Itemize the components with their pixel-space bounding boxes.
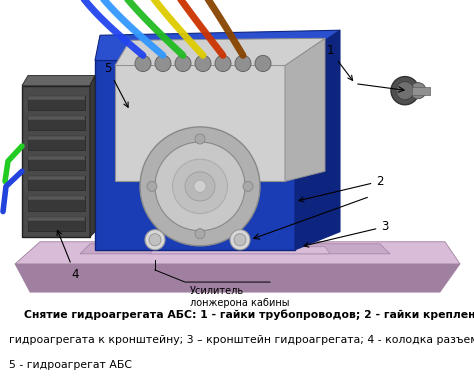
Text: 4: 4: [57, 231, 79, 280]
Polygon shape: [22, 75, 95, 86]
Polygon shape: [28, 216, 85, 231]
Text: гидроагрегата к кронштейну; 3 – кронштейн гидроагрегата; 4 - колодка разъема жгу: гидроагрегата к кронштейну; 3 – кронштей…: [9, 335, 474, 345]
Polygon shape: [28, 176, 85, 190]
Polygon shape: [28, 156, 85, 170]
Polygon shape: [90, 75, 95, 237]
Polygon shape: [115, 66, 285, 181]
Ellipse shape: [155, 142, 245, 231]
Circle shape: [255, 55, 271, 72]
Polygon shape: [28, 96, 85, 110]
Text: 2: 2: [299, 175, 384, 202]
Circle shape: [195, 134, 205, 144]
Circle shape: [243, 181, 253, 191]
Polygon shape: [15, 264, 460, 292]
Polygon shape: [28, 136, 85, 150]
Polygon shape: [95, 30, 340, 61]
Circle shape: [195, 229, 205, 239]
Polygon shape: [22, 86, 90, 237]
Circle shape: [145, 230, 165, 250]
Text: 5 - гидроагрегат АБС: 5 - гидроагрегат АБС: [9, 360, 132, 370]
Circle shape: [147, 181, 157, 191]
Circle shape: [235, 55, 251, 72]
Circle shape: [215, 55, 231, 72]
Polygon shape: [28, 197, 85, 200]
Polygon shape: [285, 38, 325, 181]
Ellipse shape: [185, 172, 215, 201]
Circle shape: [230, 230, 250, 250]
Polygon shape: [115, 38, 325, 66]
Ellipse shape: [173, 159, 228, 214]
Circle shape: [149, 234, 161, 246]
Ellipse shape: [140, 127, 260, 246]
Polygon shape: [28, 176, 85, 180]
Polygon shape: [28, 116, 85, 130]
Circle shape: [175, 55, 191, 72]
Polygon shape: [28, 197, 85, 211]
Polygon shape: [15, 242, 460, 264]
Polygon shape: [28, 216, 85, 221]
Polygon shape: [28, 96, 85, 100]
Text: 1: 1: [326, 44, 353, 80]
Text: Усилитель
лонжерона кабины: Усилитель лонжерона кабины: [190, 286, 290, 308]
Ellipse shape: [194, 180, 206, 192]
Text: 3: 3: [304, 220, 389, 247]
Circle shape: [391, 77, 419, 105]
Text: Снятие гидроагрегата АБС: 1 - гайки трубопроводов; 2 - гайки крепления: Снятие гидроагрегата АБС: 1 - гайки труб…: [9, 310, 474, 320]
Polygon shape: [150, 247, 330, 254]
Circle shape: [155, 55, 171, 72]
Polygon shape: [80, 244, 390, 254]
Polygon shape: [295, 30, 340, 250]
Polygon shape: [95, 61, 295, 250]
Circle shape: [234, 234, 246, 246]
Circle shape: [135, 55, 151, 72]
Text: 5: 5: [104, 62, 128, 107]
Polygon shape: [28, 156, 85, 160]
Polygon shape: [28, 136, 85, 140]
Circle shape: [396, 82, 414, 100]
Circle shape: [410, 83, 426, 99]
Polygon shape: [28, 116, 85, 120]
Circle shape: [195, 55, 211, 72]
Polygon shape: [412, 86, 430, 95]
